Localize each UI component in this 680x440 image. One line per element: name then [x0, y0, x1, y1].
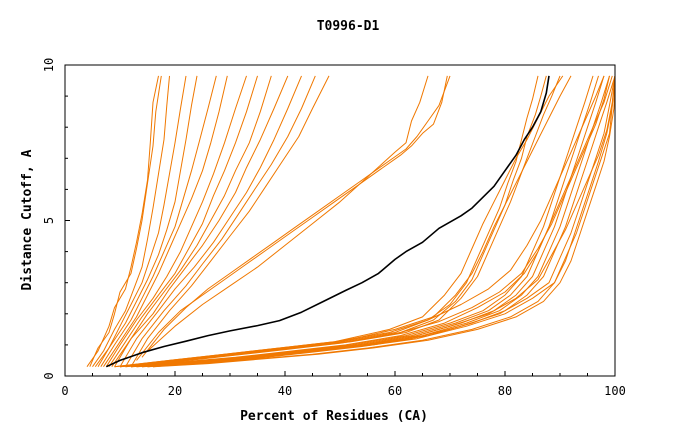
- series-line-14: [130, 75, 330, 367]
- x-tick-label: 60: [388, 384, 402, 398]
- series-line-11: [114, 75, 289, 367]
- series-line-8: [105, 75, 247, 367]
- series-line-10: [111, 75, 272, 367]
- y-axis-label: Distance Cutoff, A: [20, 149, 35, 290]
- series-group: [86, 75, 616, 368]
- series-line-15: [141, 75, 451, 358]
- x-tick-label: 0: [61, 384, 68, 398]
- x-tick-label: 20: [168, 384, 182, 398]
- series-line-25: [141, 75, 605, 368]
- series-line-27: [125, 75, 613, 368]
- series-line-30: [130, 75, 616, 368]
- series-line-9: [108, 75, 258, 367]
- plot-frame: [64, 64, 616, 377]
- series-line-2: [89, 75, 162, 367]
- series-line-33: [114, 75, 605, 368]
- series-line-22: [119, 75, 572, 368]
- series-line-5: [97, 75, 198, 367]
- series-line-23: [130, 75, 594, 368]
- x-tick-label: 100: [604, 384, 626, 398]
- series-line-19: [125, 75, 547, 368]
- chart-title: T0996-D1: [317, 19, 380, 34]
- series-line-1: [86, 75, 159, 367]
- x-axis-label: Percent of Residues (CA): [240, 409, 428, 424]
- series-line-12: [119, 75, 302, 367]
- x-tick-label: 80: [498, 384, 512, 398]
- series-line-4: [94, 75, 187, 367]
- series-line-17: [147, 75, 429, 352]
- series-line-13: [125, 75, 316, 367]
- series-line-35: [152, 75, 616, 368]
- x-tick-label: 40: [278, 384, 292, 398]
- series-line-7: [103, 75, 228, 367]
- series-line-32: [119, 75, 610, 368]
- ticks-group: 0 20 40 60 80 100 0 5 10: [42, 58, 626, 398]
- series-line-31: [141, 75, 616, 368]
- y-tick-label: 5: [42, 217, 56, 224]
- y-tick-label: 0: [42, 372, 56, 379]
- series-line-24: [136, 75, 599, 368]
- series-line-3: [92, 75, 170, 367]
- series-line-29: [136, 75, 616, 368]
- series-line-6: [100, 75, 217, 367]
- highlight-series-line: [105, 75, 550, 368]
- series-line-16: [136, 75, 448, 361]
- y-tick-label: 10: [42, 58, 56, 72]
